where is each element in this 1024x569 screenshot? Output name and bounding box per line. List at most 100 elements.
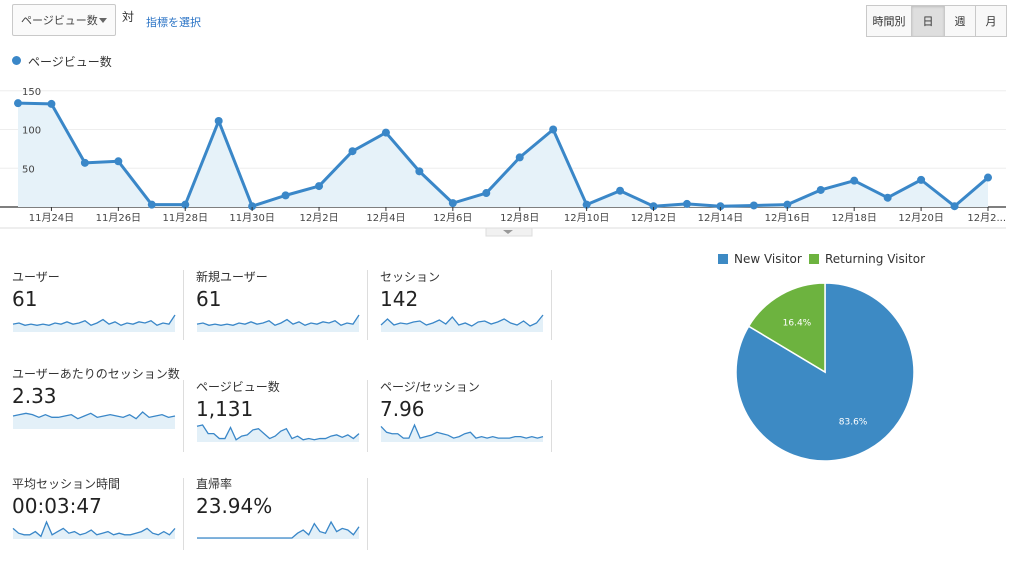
x-tick-label: 11月26日 xyxy=(96,212,141,224)
data-point xyxy=(850,176,859,185)
x-tick-label: 12月14日 xyxy=(698,212,743,224)
metric-value: 23.94% xyxy=(196,494,273,518)
pie-slice-label: 83.6% xyxy=(839,418,868,428)
metric-card[interactable]: セッション 142 xyxy=(380,270,552,333)
x-axis-ticks: 11月24日 11月26日 11月28日 11月30日 12月2日 12月4日 12月6日 1… xyxy=(29,207,1006,224)
data-point xyxy=(47,99,56,108)
x-tick-label: 12月12日 xyxy=(631,212,676,224)
metric-card[interactable]: ページ/セッション 7.96 xyxy=(380,380,552,443)
data-point xyxy=(315,182,324,191)
x-tick-label: 11月30日 xyxy=(229,212,274,224)
metric-label: セッション xyxy=(380,270,441,284)
period-hourly-button[interactable]: 時間別 xyxy=(866,5,912,37)
data-point xyxy=(682,199,691,208)
card-divider xyxy=(183,478,184,550)
pie-slice xyxy=(747,282,826,374)
series-legend-label: ページビュー数 xyxy=(28,55,112,69)
pageviews-line-chart: 150 100 50 11月24日 11月26日 11月28日 11月30日 12月2日 12… xyxy=(0,87,1006,237)
data-point xyxy=(984,173,992,182)
metric-dropdown-label: ページビュー数 xyxy=(21,14,98,27)
data-point xyxy=(616,186,625,195)
x-tick-label: 12月8日 xyxy=(500,212,539,224)
versus-label: 対 xyxy=(122,10,135,24)
data-point xyxy=(415,167,424,176)
metric-value: 7.96 xyxy=(380,397,425,421)
data-point xyxy=(950,202,959,211)
metric-card[interactable]: ユーザーあたりのセッション数 2.33 xyxy=(12,367,184,430)
x-tick-label: 11月28日 xyxy=(163,212,208,224)
metric-value: 142 xyxy=(380,287,419,311)
metric-label: ページ/セッション xyxy=(380,380,480,394)
pie-legend-returning-label: Returning Visitor xyxy=(825,252,926,266)
data-point xyxy=(381,128,390,137)
card-divider xyxy=(183,380,184,452)
card-divider xyxy=(367,270,368,340)
metric-card[interactable]: ユーザー 61 xyxy=(12,270,184,333)
pie-legend-returning-visitor[interactable]: Returning Visitor xyxy=(809,252,925,266)
metric-sparkline xyxy=(380,423,544,442)
chevron-down-icon xyxy=(99,18,107,23)
data-point xyxy=(147,200,156,209)
data-point xyxy=(448,199,457,208)
x-tick-label: 12月6日 xyxy=(433,212,472,224)
chart-area xyxy=(17,101,989,208)
metric-value: 61 xyxy=(12,287,38,311)
card-divider xyxy=(551,380,552,452)
data-point xyxy=(816,185,825,194)
card-divider xyxy=(367,380,368,452)
metric-sparkline xyxy=(12,520,176,539)
metric-dropdown[interactable]: ページビュー数 xyxy=(12,4,116,36)
metric-label: 直帰率 xyxy=(196,477,233,491)
chart-points xyxy=(14,99,992,211)
series-legend-dot xyxy=(12,56,21,65)
expand-chart-icon[interactable] xyxy=(503,230,513,234)
visitor-pie-chart: 83.6% 16.4% xyxy=(735,282,915,462)
data-point xyxy=(181,200,190,209)
x-tick-label: 12月10日 xyxy=(564,212,609,224)
legend-swatch-icon xyxy=(809,254,819,264)
metric-sparkline xyxy=(196,424,360,442)
data-point xyxy=(214,116,223,125)
metric-sparkline xyxy=(196,314,360,332)
data-point xyxy=(749,201,758,210)
y-axis-ticks: 150 100 50 xyxy=(22,87,41,176)
data-point xyxy=(14,99,22,108)
metric-sparkline xyxy=(12,411,176,429)
x-tick-label: 11月24日 xyxy=(29,212,74,224)
metric-value: 00:03:47 xyxy=(12,494,102,518)
x-tick-label: 12月20日 xyxy=(898,212,943,224)
series-area-fill xyxy=(18,103,988,207)
card-divider xyxy=(367,478,368,550)
data-point xyxy=(515,153,524,162)
data-point xyxy=(582,200,591,209)
data-point xyxy=(80,158,89,167)
metric-card[interactable]: ページビュー数 1,131 xyxy=(196,380,368,443)
series-line xyxy=(17,101,989,208)
data-point xyxy=(883,193,892,202)
period-month-button[interactable]: 月 xyxy=(975,5,1007,37)
x-tick-label: 12月16日 xyxy=(765,212,810,224)
period-week-button[interactable]: 週 xyxy=(944,5,976,37)
metric-value: 1,131 xyxy=(196,397,254,421)
pie-legend-new-visitor[interactable]: New Visitor xyxy=(718,252,802,266)
metric-value: 61 xyxy=(196,287,222,311)
metric-card[interactable]: 直帰率 23.94% xyxy=(196,477,368,540)
card-divider xyxy=(183,270,184,340)
metric-label: ページビュー数 xyxy=(196,380,280,394)
period-day-button[interactable]: 日 xyxy=(911,5,945,37)
metric-sparkline xyxy=(197,520,360,539)
y-tick-label: 100 xyxy=(22,126,41,137)
metric-sparkline xyxy=(380,314,544,332)
pie-legend-new-label: New Visitor xyxy=(734,252,802,266)
legend-swatch-icon xyxy=(718,254,728,264)
y-tick-label: 150 xyxy=(22,87,41,98)
card-divider xyxy=(551,270,552,340)
metric-label: ユーザー xyxy=(12,270,60,284)
metric-card[interactable]: 平均セッション時間 00:03:47 xyxy=(12,477,184,540)
metric-card[interactable]: 新規ユーザー 61 xyxy=(196,270,368,333)
data-point xyxy=(114,157,123,166)
data-point xyxy=(716,202,725,211)
metric-label: ユーザーあたりのセッション数 xyxy=(12,367,180,381)
data-point xyxy=(549,125,558,134)
select-metric-link[interactable]: 指標を選択 xyxy=(146,16,201,29)
